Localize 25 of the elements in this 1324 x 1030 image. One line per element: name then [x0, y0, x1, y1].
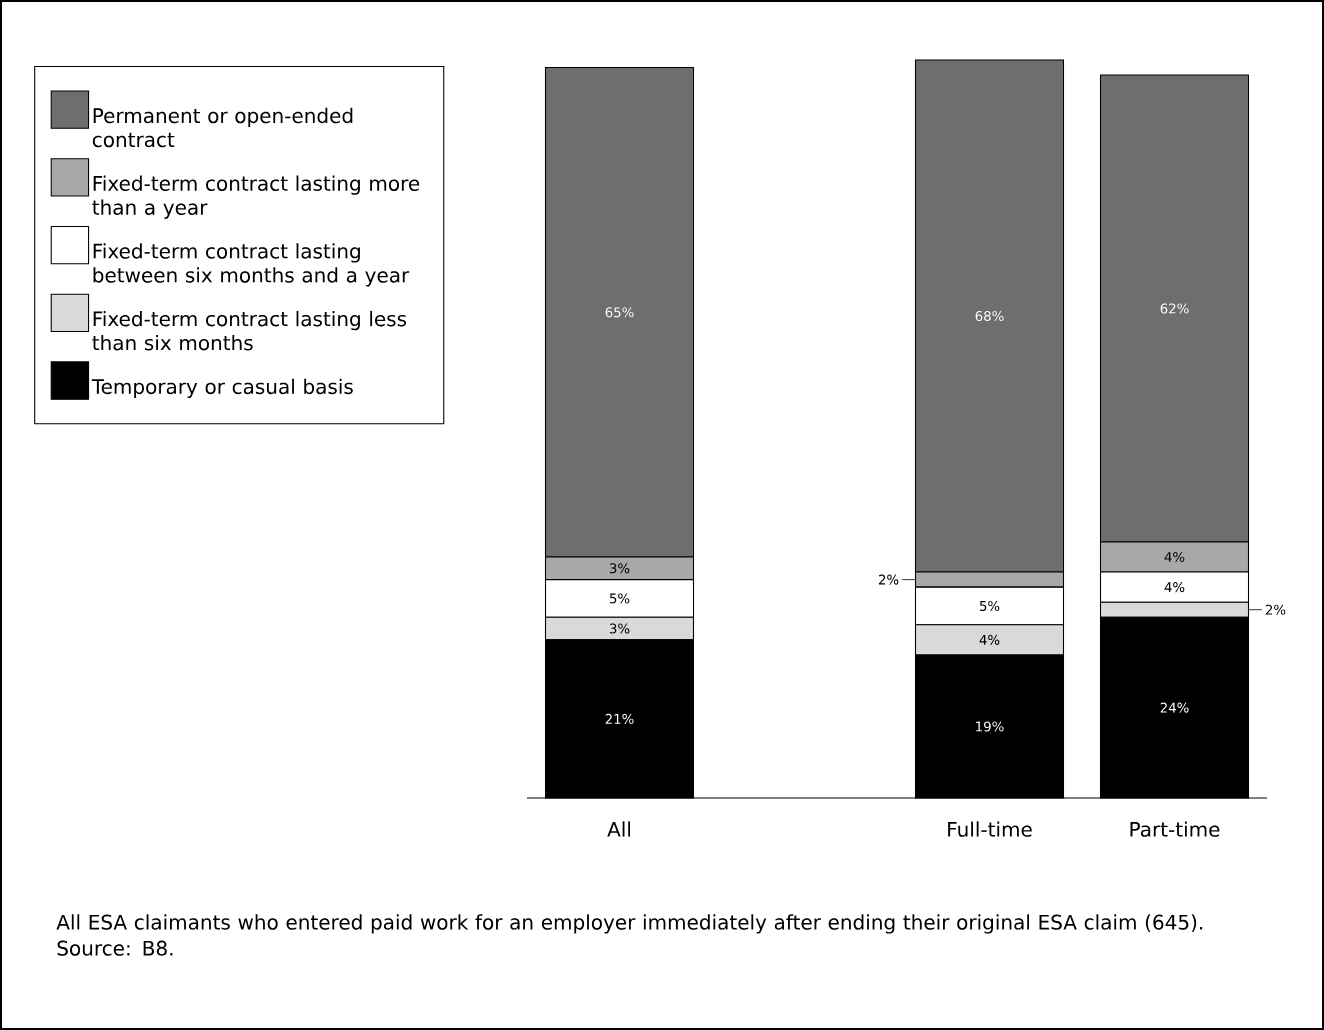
data-label: 62% — [1160, 303, 1189, 314]
legend-label: Fixed-term contract lasting between six months and a year — [93, 243, 410, 287]
data-label: 3% — [609, 563, 630, 574]
legend-label: Temporary or casual basis — [91, 378, 353, 398]
data-label: 2% — [1265, 604, 1286, 615]
legend-label: Permanent or open-ended contract — [92, 107, 353, 148]
data-label: 21% — [605, 713, 634, 724]
x-tick-label: Full-time — [948, 821, 1032, 837]
data-label: 68% — [975, 310, 1004, 322]
data-label: 3% — [609, 623, 630, 634]
data-label: 4% — [979, 634, 1000, 645]
legend-label: Fixed-term contract lasting more than a year — [92, 175, 420, 219]
x-tick-label: All — [607, 821, 631, 837]
data-label: 24% — [1160, 702, 1189, 713]
data-label: 19% — [976, 721, 1004, 732]
data-label: 5% — [609, 593, 630, 604]
source-note: Source: B8. — [57, 940, 173, 956]
legend-label: Fixed-term contract lasting less than six months — [92, 310, 407, 351]
data-label: 4% — [1164, 551, 1185, 563]
data-label: 4% — [1164, 582, 1185, 593]
data-label: 65% — [605, 307, 634, 318]
data-label: 5% — [979, 600, 1000, 612]
x-tick-label: Part-time — [1130, 821, 1220, 837]
text: All ESA claimants who entered paid work for an employer immediately after ending their original ESA claim (645). — [56, 914, 1203, 934]
data-label: 2% — [878, 574, 899, 585]
